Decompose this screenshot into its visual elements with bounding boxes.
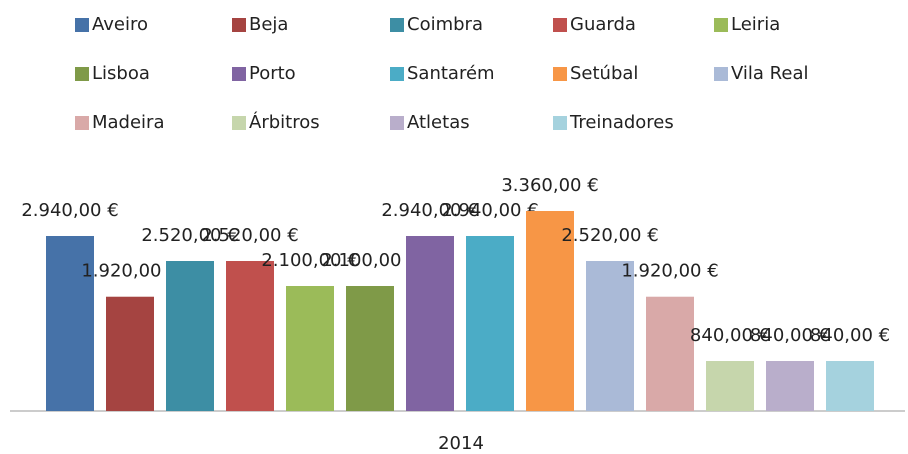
bar — [646, 296, 694, 411]
data-label: 840,00 € — [750, 325, 830, 346]
bar — [286, 286, 334, 411]
legend-swatch — [232, 67, 246, 81]
legend-label: Setúbal — [570, 63, 638, 84]
data-label: 2.940,00 € — [381, 200, 478, 221]
legend-swatch — [553, 116, 567, 130]
legend-swatch — [75, 67, 89, 81]
bar — [166, 261, 214, 411]
data-label: 840,00 € — [810, 325, 890, 346]
data-label: 2.520,00 € — [201, 225, 298, 246]
legend-label: Lisboa — [92, 63, 150, 84]
legend-label: Coimbra — [407, 14, 483, 35]
legend-swatch — [232, 116, 246, 130]
legend-label: Beja — [249, 14, 288, 35]
bar — [346, 286, 394, 411]
data-label: 2.940,00 € — [441, 200, 538, 221]
legend-swatch — [390, 116, 404, 130]
legend-label: Leiria — [731, 14, 780, 35]
bar — [466, 236, 514, 411]
bar — [586, 261, 634, 411]
data-label: 2.520,00 € — [561, 225, 658, 246]
legend-swatch — [390, 67, 404, 81]
legend-label: Árbitros — [249, 111, 320, 133]
data-label: 2.100,00 € — [261, 250, 358, 271]
data-label: 2.940,00 € — [21, 200, 118, 221]
bar — [526, 211, 574, 411]
bar — [766, 361, 814, 411]
legend-swatch — [714, 18, 728, 32]
legend-swatch — [553, 18, 567, 32]
bar — [46, 236, 94, 411]
bar — [406, 236, 454, 411]
legend-swatch — [75, 116, 89, 130]
data-label: 2.520,00 € — [141, 225, 238, 246]
legend-label: Porto — [249, 63, 296, 84]
legend-swatch — [714, 67, 728, 81]
legend-swatch — [232, 18, 246, 32]
legend-label: Aveiro — [92, 14, 148, 35]
bar — [106, 296, 154, 411]
data-label: 2.100,00 € — [321, 250, 418, 271]
data-label: 1.920,00 € — [81, 261, 178, 282]
data-label: 1.920,00 € — [621, 261, 718, 282]
legend-swatch — [75, 18, 89, 32]
legend-swatch — [390, 18, 404, 32]
legend-label: Treinadores — [569, 112, 674, 133]
x-tick-label: 2014 — [438, 433, 484, 454]
legend-label: Santarém — [407, 63, 495, 84]
data-label: 3.360,00 € — [501, 175, 598, 196]
legend-label: Vila Real — [731, 63, 808, 84]
bar — [826, 361, 874, 411]
data-label: 840,00 € — [690, 325, 770, 346]
bar — [226, 261, 274, 411]
bar — [706, 361, 754, 411]
legend-label: Atletas — [407, 112, 470, 133]
legend-swatch — [553, 67, 567, 81]
legend-label: Madeira — [92, 112, 165, 133]
legend-label: Guarda — [570, 14, 636, 35]
